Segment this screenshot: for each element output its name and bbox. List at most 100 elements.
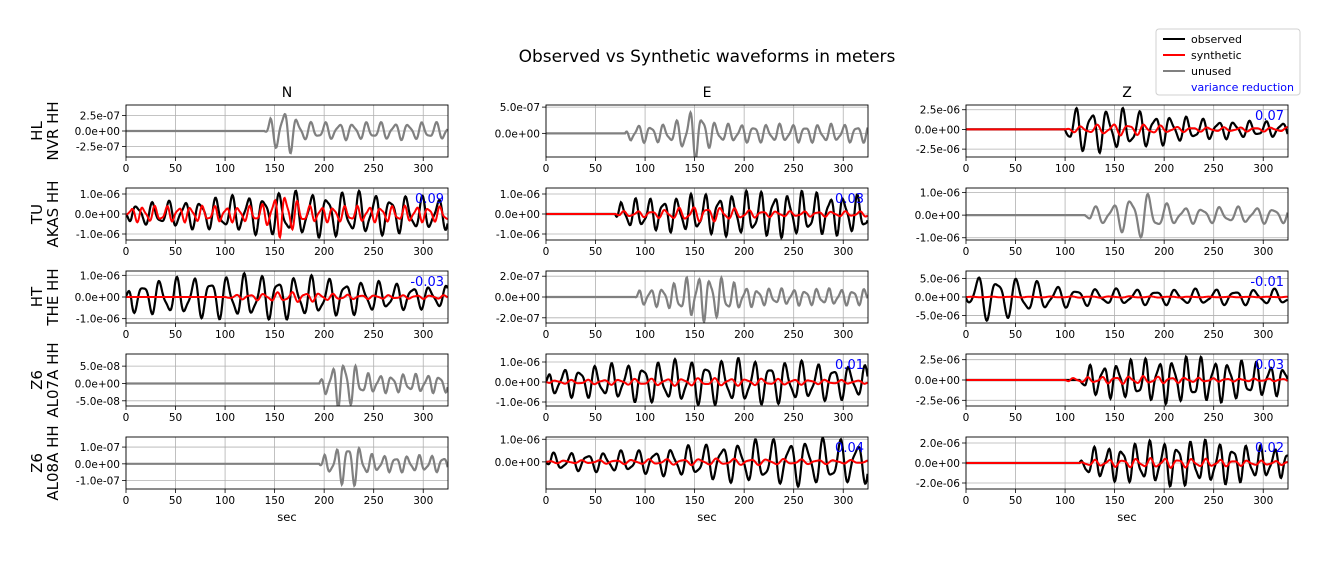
xtick-label: 50	[169, 246, 182, 258]
xtick-label: 50	[169, 412, 182, 424]
xtick-label: 0	[963, 412, 970, 424]
unused-trace	[126, 112, 448, 155]
xtick-label: 150	[685, 163, 705, 175]
ytick-label: -1.0e-06	[76, 229, 120, 241]
ytick-label: -2.0e-07	[496, 313, 540, 325]
station-name: AL07A HH	[44, 342, 62, 417]
ytick-label: 1.0e-06	[80, 189, 121, 201]
xtick-label: 150	[685, 329, 705, 341]
xtick-label: 0	[543, 329, 550, 341]
xtick-label: 200	[314, 495, 334, 507]
xtick-label: 300	[833, 329, 853, 341]
ytick-label: 0.0e+00	[75, 292, 120, 304]
ytick-label: 2.0e-07	[500, 271, 540, 283]
xtick-label: 0	[123, 163, 130, 175]
xtick-label: 100	[1055, 412, 1075, 424]
panel-3-1: 0 50 100 150 200 250 300 1.0e-06 0.0e+00 -1.0e-06…	[495, 353, 869, 424]
ytick-label: 0.0e+00	[75, 459, 120, 471]
xtick-label: 200	[1154, 246, 1174, 258]
xtick-label: 100	[1055, 163, 1075, 175]
xtick-label: 0	[543, 412, 550, 424]
xtick-label: 150	[685, 495, 705, 507]
panel-frame	[125, 104, 449, 158]
legend-label-synthetic: synthetic	[1191, 49, 1242, 62]
panel-2-2: 0 50 100 150 200 250 300 5.0e-06 0.0e+00 -5.0e-06…	[915, 270, 1289, 341]
xtick-label: 200	[734, 246, 754, 258]
panel-frame	[125, 353, 449, 407]
panel-frame	[965, 436, 1289, 490]
panel-frame	[545, 436, 869, 490]
xtick-label: 50	[1009, 329, 1022, 341]
variance-reduction-label: 0.03	[1255, 358, 1284, 373]
ytick-label: 1.0e-06	[500, 357, 541, 369]
xtick-label: 150	[265, 329, 285, 341]
trace-group	[966, 192, 1288, 240]
ytick-label: 0.0e+00	[915, 124, 960, 136]
trace-group	[546, 275, 868, 323]
xtick-label: 0	[963, 163, 970, 175]
xtick-label: 150	[1105, 495, 1125, 507]
column-header-E: E	[703, 85, 712, 101]
xtick-label: 300	[413, 329, 433, 341]
panel-frame	[965, 187, 1289, 241]
ytick-label: 0.0e+00	[495, 377, 540, 389]
ytick-label: -1.0e-06	[496, 397, 540, 409]
unused-trace	[966, 192, 1288, 240]
panel-0-1: 0 50 100 150 200 250 300 5.0e-07 0.0e+00	[495, 102, 869, 175]
station-name: AKAS HH	[44, 181, 62, 248]
column-header-N: N	[282, 85, 292, 101]
ytick-label: -2.5e-06	[916, 395, 960, 407]
xtick-label: 100	[215, 329, 235, 341]
legend-label-unused: unused	[1191, 65, 1231, 78]
xtick-label: 200	[734, 163, 754, 175]
panel-2-0: 0 50 100 150 200 250 300 1.0e-06 0.0e+00 -1.0e-06…	[75, 270, 449, 341]
trace-group	[966, 438, 1288, 488]
xtick-label: 200	[734, 412, 754, 424]
xtick-label: 250	[784, 329, 804, 341]
panel-frame	[125, 270, 449, 324]
synthetic-trace	[546, 377, 868, 387]
panel-frame	[545, 353, 869, 407]
observed-trace	[546, 437, 868, 489]
xtick-label: 50	[589, 495, 602, 507]
xtick-label: 150	[265, 163, 285, 175]
xtick-label: 150	[1105, 246, 1125, 258]
panel-3-2: 0 50 100 150 200 250 300 2.5e-06 0.0e+00 -2.5e-06…	[915, 353, 1289, 424]
variance-reduction-label: -0.01	[1250, 275, 1284, 290]
legend-label-variance-reduction: variance reduction	[1191, 81, 1294, 94]
xtick-label: 300	[1253, 163, 1273, 175]
ytick-label: 0.0e+00	[495, 128, 540, 140]
synthetic-trace	[966, 374, 1288, 385]
xtick-label: 300	[1253, 246, 1273, 258]
xtick-label: 50	[589, 412, 602, 424]
panel-4-2: 0 50 100 150 200 250 300 2.0e-06 0.0e+00 -2.0e-06…	[915, 436, 1289, 507]
ytick-label: 1.0e-06	[500, 434, 541, 446]
panel-1-0: 0 50 100 150 200 250 300 1.0e-06 0.0e+00 -1.0e-06…	[75, 187, 449, 258]
ytick-label: -5.0e-06	[916, 311, 960, 323]
xtick-label: 200	[314, 163, 334, 175]
ytick-label: 0.0e+00	[915, 458, 960, 470]
trace-group	[126, 363, 448, 406]
xtick-label: 300	[1253, 495, 1273, 507]
panel-frame	[545, 104, 869, 158]
ytick-label: 5.0e-08	[80, 361, 120, 373]
xtick-label: 250	[364, 329, 384, 341]
panel-frame	[545, 270, 869, 324]
xtick-label: 50	[1009, 412, 1022, 424]
trace-group	[126, 188, 448, 240]
panel-0-2: 0 50 100 150 200 250 300 2.5e-06 0.0e+00 -2.5e-06…	[915, 104, 1289, 175]
ytick-label: 5.0e-06	[920, 273, 961, 285]
ytick-label: -1.0e-06	[496, 229, 540, 241]
ytick-label: 1.0e-06	[920, 188, 961, 200]
xtick-label: 250	[1204, 163, 1224, 175]
ytick-label: -2.0e-06	[916, 478, 960, 490]
trace-group	[966, 354, 1288, 406]
synthetic-trace	[966, 123, 1288, 137]
xtick-label: 300	[833, 412, 853, 424]
xtick-label: 300	[413, 495, 433, 507]
